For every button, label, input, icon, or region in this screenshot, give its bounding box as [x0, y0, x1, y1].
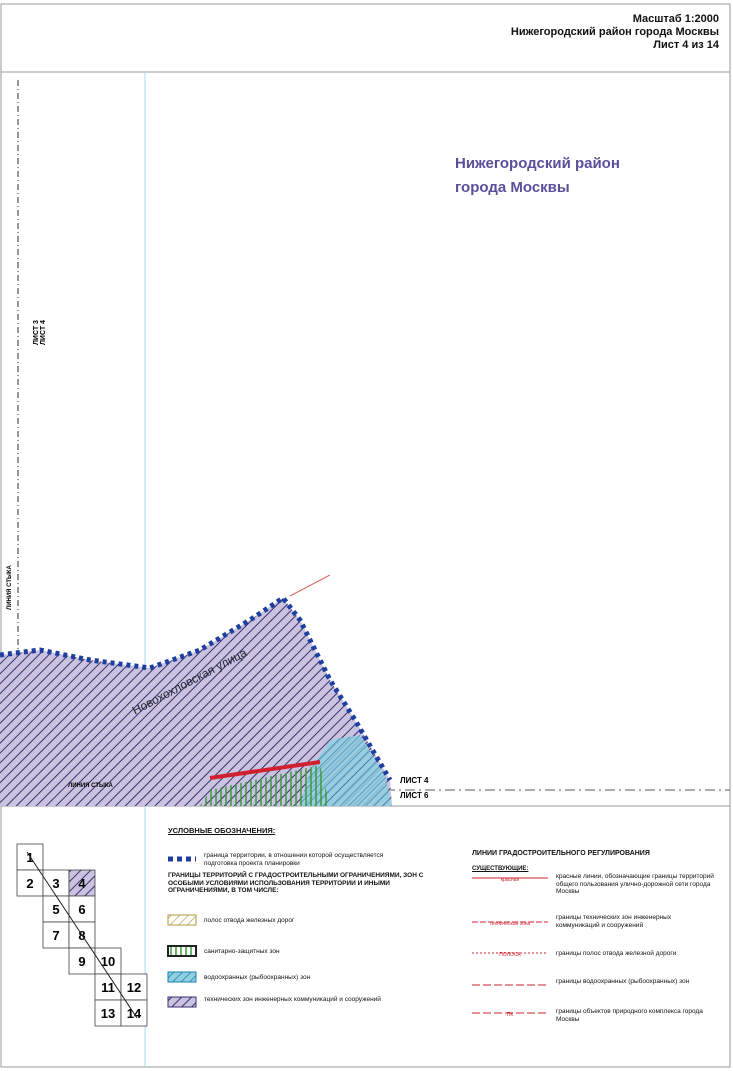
frame [0, 3, 731, 1068]
legend-text: полос отвода железных дорог [204, 917, 295, 924]
join-label: ЛИНИЯ СТЫКА [68, 783, 114, 789]
regulation-text: границы водоохранных (рыбоохранных) зон [556, 978, 690, 985]
legend-title: УСЛОВНЫЕ ОБОЗНАЧЕНИЯ: [168, 826, 276, 835]
road-edge [289, 574, 331, 597]
sheet-label: ЛИСТ 3 [33, 320, 40, 345]
territory [0, 598, 392, 806]
header-district: Нижегородский район города Москвы [510, 26, 719, 38]
red-line [209, 760, 321, 780]
index-number: 3 [52, 876, 59, 891]
index-cell [120, 973, 148, 1001]
regulation-text: границы технических зон инженерных комму… [556, 914, 672, 929]
line-symbol: ПК [507, 1012, 514, 1018]
header-sheet: Лист 4 из 14 [653, 39, 719, 51]
map-title: города Москвы [455, 179, 570, 196]
index-number: 12 [127, 980, 141, 995]
line-symbol: ПОЛОСА [499, 952, 521, 958]
territory-boundary [0, 594, 393, 782]
index-number: 13 [101, 1006, 115, 1021]
index-number: 4 [78, 876, 86, 891]
legend-group: ГРАНИЦЫ ТЕРРИТОРИЙ С ГРАДОСТРОИТЕЛЬНЫМИ … [168, 872, 424, 894]
header-scale: Масштаб 1:2000 [632, 13, 719, 25]
sanitary-zone [200, 765, 330, 806]
legend-swatches [167, 856, 548, 1014]
regulation-text: границы объектов природного комплекса го… [556, 1008, 703, 1023]
sheet-label: ЛИСТ 6 [400, 791, 429, 800]
index-number: 5 [52, 902, 59, 917]
legend-text: санитарно-защитных зон [204, 948, 280, 955]
index-number: 1 [26, 850, 33, 865]
index-number: 7 [52, 928, 59, 943]
regulation-text: красные линии, обозначающие границы терр… [556, 873, 714, 895]
index-cell [68, 895, 96, 923]
map-title: Нижегородский район [455, 155, 620, 172]
legend-text: граница территории, в отношении которой … [204, 852, 384, 867]
line-symbol: техническая зона [490, 921, 531, 927]
index-number: 2 [26, 876, 33, 891]
index-number: 10 [101, 954, 115, 969]
line-symbol: красная [501, 877, 520, 883]
regulation-text: границы полос отвода железной дороги [556, 950, 677, 957]
sheet-label: ЛИСТ 4 [40, 320, 47, 345]
sheet-index: 1234567891011121314 [16, 843, 148, 1027]
legend-text: технических зон инженерных коммуникаций … [204, 996, 381, 1003]
index-diagonal [26, 851, 138, 1019]
index-cell [42, 921, 70, 949]
index-cell [68, 947, 96, 975]
index-number: 9 [78, 954, 85, 969]
regulation-title: ЛИНИИ ГРАДОСТРОИТЕЛЬНОГО РЕГУЛИРОВАНИЯ [472, 850, 650, 857]
sheet-label: ЛИСТ 4 [400, 776, 429, 785]
index-cell [68, 869, 96, 897]
legend-text: водоохранных (рыбоохранных) зон [204, 974, 311, 981]
join-label: ЛИНИЯ СТЫКА [7, 564, 13, 610]
index-number: 6 [78, 902, 85, 917]
regulation-subtitle: СУЩЕСТВУЮЩИЕ: [472, 866, 529, 872]
index-number: 11 [101, 980, 115, 995]
